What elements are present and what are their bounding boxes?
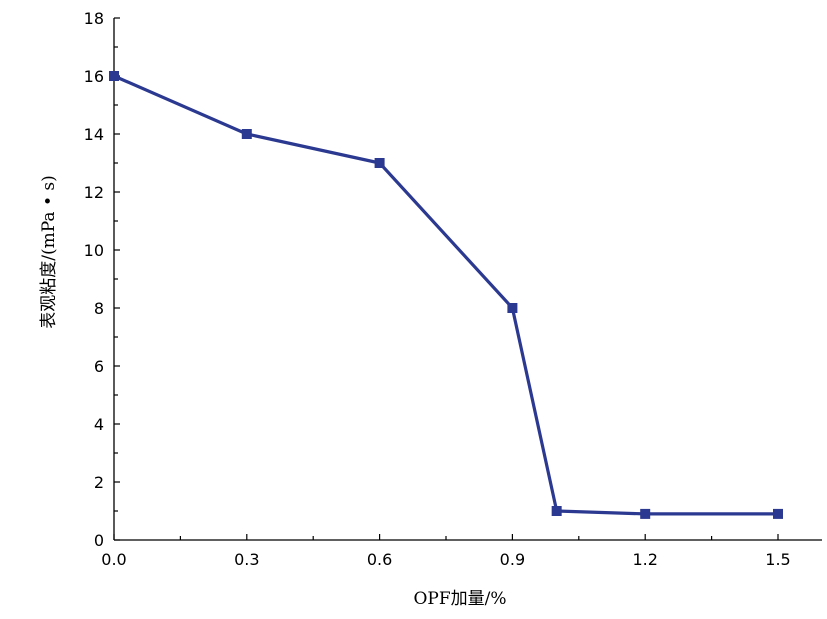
y-tick-label: 0 <box>94 531 104 550</box>
data-point <box>773 508 783 519</box>
x-tick-label: 0.3 <box>234 550 259 569</box>
data-point <box>241 129 252 139</box>
data-point <box>551 506 562 516</box>
y-axis-ticks: 0 2 4 6 8 10 12 14 16 18 <box>84 9 120 550</box>
y-tick-label: 18 <box>84 9 104 28</box>
x-tick-label: 1.2 <box>632 550 657 569</box>
x-axis-ticks: 0.0 0.3 0.6 0.9 1.2 1.5 <box>101 534 791 569</box>
x-tick-label: 1.5 <box>765 550 790 569</box>
x-tick-label: 0.6 <box>367 550 392 569</box>
plot-area: 0 2 4 6 8 10 12 14 16 18 0.0 0.3 0.6 0.9 1.2 1.5 <box>84 9 822 569</box>
data-point <box>374 158 385 168</box>
data-point <box>507 303 518 313</box>
y-tick-label: 14 <box>84 125 104 144</box>
y-tick-label: 12 <box>84 183 104 202</box>
x-axis-title: OPF加量/% <box>413 589 506 609</box>
y-tick-label: 4 <box>94 415 104 434</box>
y-tick-label: 8 <box>94 299 104 318</box>
y-tick-label: 6 <box>94 357 104 376</box>
x-tick-label: 0.0 <box>101 550 126 569</box>
y-tick-label: 2 <box>94 473 104 492</box>
data-point <box>640 508 651 519</box>
y-axis-title: 表观粘度/(mPa • s) <box>39 175 59 328</box>
y-tick-label: 16 <box>84 67 104 86</box>
series-line <box>112 74 780 516</box>
series-group <box>109 71 783 519</box>
data-point <box>109 71 119 81</box>
x-tick-label: 0.9 <box>500 550 525 569</box>
y-tick-label: 10 <box>84 241 104 260</box>
